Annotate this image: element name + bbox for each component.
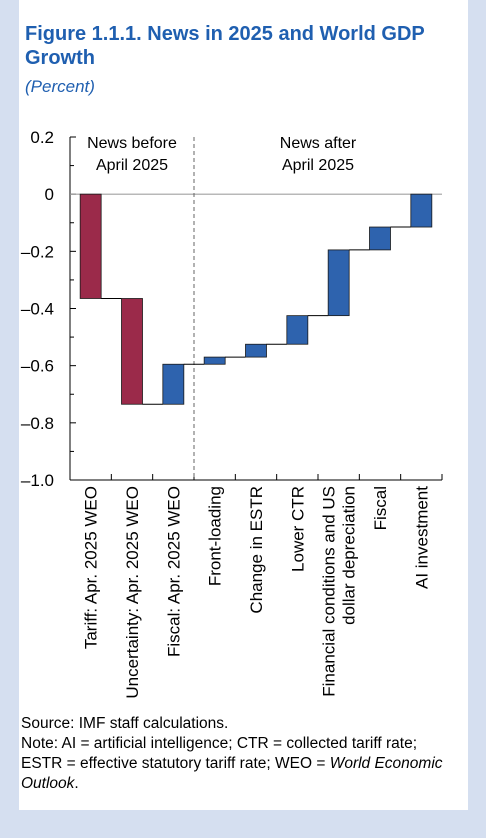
note-italic: World Economic Outlook: [21, 755, 443, 792]
figure-panel: [19, 0, 468, 810]
waterfall-bar: [286, 315, 309, 345]
group-label-line1: News after: [280, 135, 357, 152]
x-category-label: Fiscal: [371, 486, 390, 530]
figure-notes: Source: IMF staff calculations. Note: AI…: [21, 714, 461, 794]
x-category-label: dollar depreciation: [340, 486, 359, 625]
axis-layer: 0.2 0 –0.2 –0.4 –0.6 –0.8 –1.0: [21, 128, 443, 490]
group-label-line1: News before: [87, 135, 177, 152]
source-note: Source: IMF staff calculations.: [21, 715, 229, 732]
y-tick-label: –0.2: [21, 242, 54, 261]
waterfall-bar: [369, 226, 391, 251]
waterfall-bar: [203, 356, 226, 365]
bars-layer: [79, 193, 433, 405]
x-category-label: Change in ESTR: [247, 486, 266, 614]
x-category-label: Lower CTR: [288, 486, 307, 572]
y-tick-label: –1.0: [21, 471, 54, 490]
waterfall-chart: 0.2 0 –0.2 –0.4 –0.6 –0.8 –1.0 News before Apri…: [21, 128, 443, 699]
waterfall-bar: [121, 298, 143, 405]
y-tick-label: –0.8: [21, 414, 54, 433]
y-tick-label: 0.2: [30, 128, 54, 147]
x-category-label: Front-loading: [206, 486, 225, 586]
figure-unit: (Percent): [25, 77, 95, 96]
y-tick-label: –0.6: [21, 357, 54, 376]
labels-layer: News before April 2025 News after April 202…: [82, 135, 432, 699]
x-category-label: Tariff: Apr. 2025 WEO: [82, 486, 101, 649]
x-category-label: Uncertainty: Apr. 2025 WEO: [123, 486, 142, 699]
note-end: .: [74, 775, 79, 792]
waterfall-bar: [410, 193, 433, 228]
waterfall-bar: [162, 363, 185, 405]
waterfall-bar: [245, 343, 267, 358]
x-category-label: AI investment: [412, 486, 431, 589]
waterfall-bar: [327, 249, 350, 317]
y-tick-label: –0.4: [21, 300, 54, 319]
x-category-label: Financial conditions and US: [320, 486, 339, 697]
abbreviation-note: Note: AI = artificial intelligence; CTR …: [21, 734, 461, 794]
group-label-line2: April 2025: [282, 157, 354, 174]
y-tick-label: 0: [45, 185, 54, 204]
figure-title: Figure 1.1.1. News in 2025 and World GDP…: [25, 23, 425, 69]
x-category-label: Fiscal: Apr. 2025 WEO: [164, 486, 183, 657]
waterfall-bar: [79, 193, 102, 299]
note-text: Note: AI = artificial intelligence; CTR …: [21, 735, 418, 772]
group-label-line2: April 2025: [96, 157, 168, 174]
